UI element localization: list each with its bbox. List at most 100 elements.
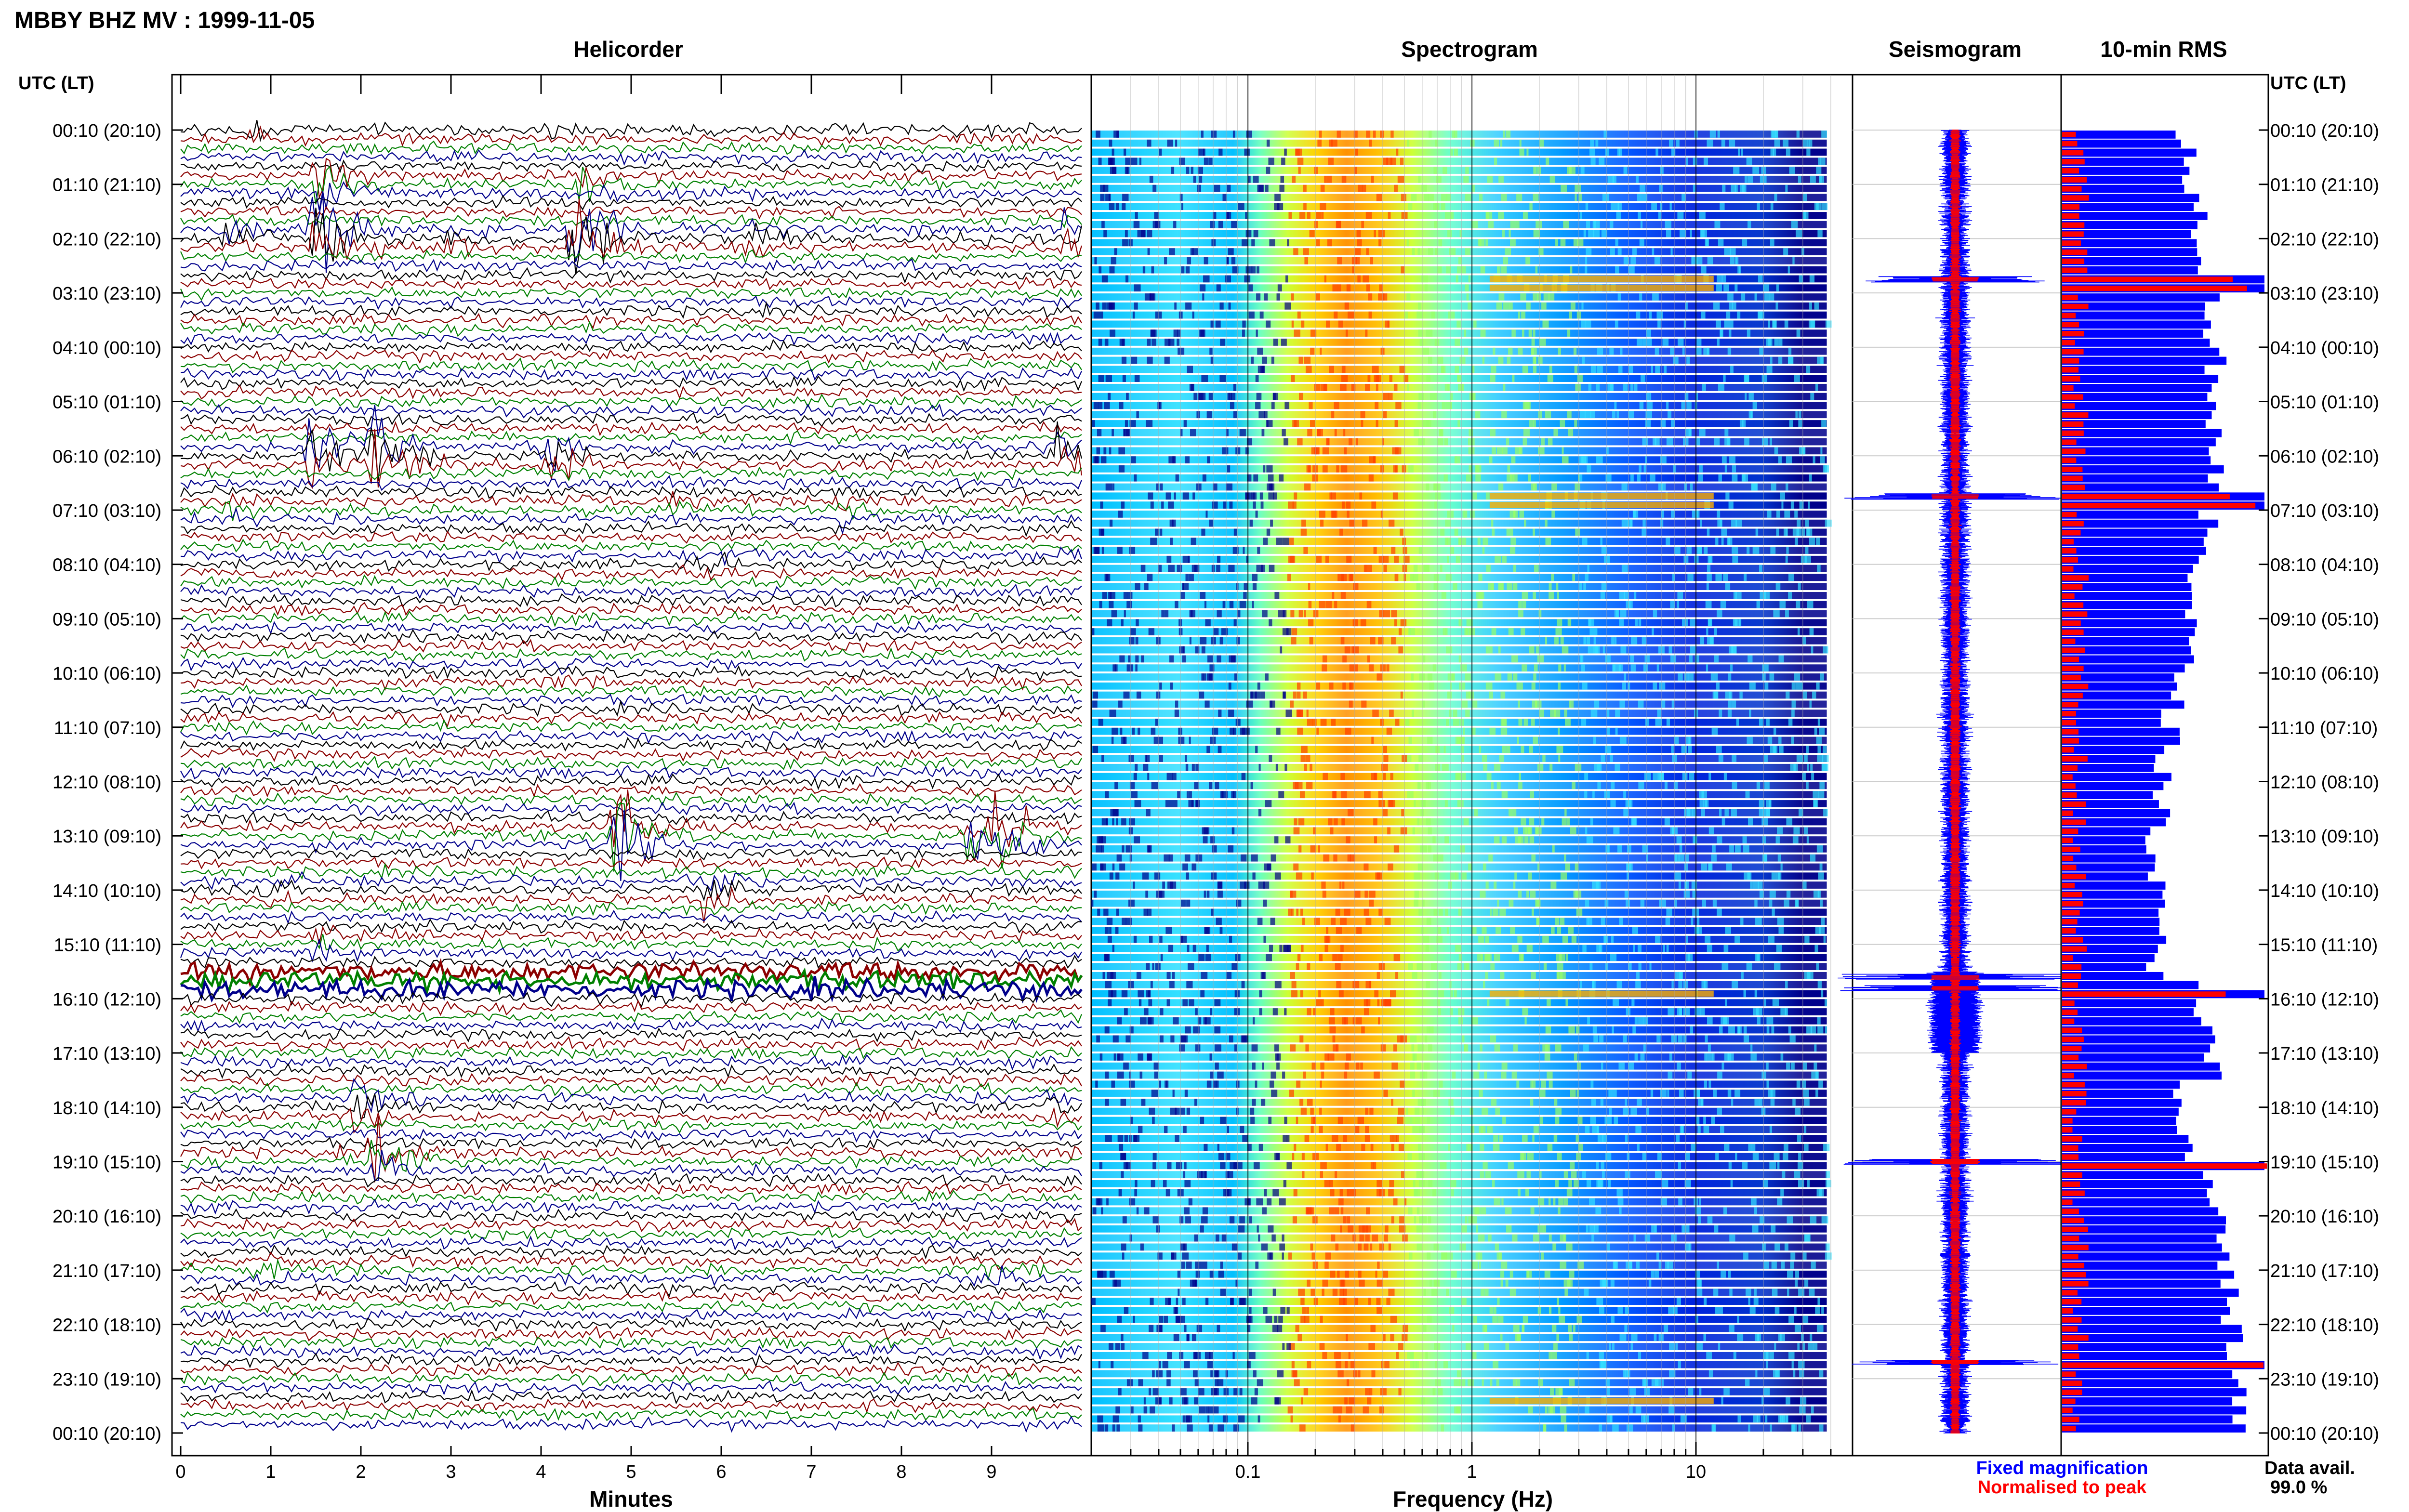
spectrogram-speckle [1700,230,1705,237]
spectrogram-speckle [1810,175,1816,183]
rms-normalised-bar [2062,729,2078,735]
spectrogram-speckle [1333,791,1337,799]
spectrogram-speckle [1206,673,1212,681]
spectrogram-speckle [1621,519,1628,527]
spectrogram-speckle [1668,1071,1673,1079]
spectrogram-speckle [1206,746,1210,753]
spectrogram-speckle [1661,1379,1664,1387]
spectrogram-speckle [1468,302,1473,310]
spectrogram-speckle [1361,420,1363,427]
spectrogram-speckle [1412,1053,1417,1061]
time-label-left: 00:10 (20:10) [53,121,161,141]
spectrogram-speckle [1566,1243,1573,1251]
spectrogram-title: Spectrogram [1401,37,1538,62]
spectrogram-speckle [1545,1026,1551,1034]
spectrogram-speckle [1193,1352,1197,1359]
spectrogram-speckle [1547,1071,1553,1079]
spectrogram-speckle [1521,1171,1524,1179]
spectrogram-speckle [1586,836,1593,843]
spectrogram-speckle [1465,628,1471,635]
rms-normalised-bar [2062,403,2075,409]
spectrogram-speckle [1511,655,1518,663]
spectrogram-speckle [1184,1325,1187,1332]
spectrogram-speckle [1135,637,1138,644]
spectrogram-speckle [1570,266,1573,274]
spectrogram-speckle [1619,1207,1622,1215]
spectrogram-row [1092,746,1827,753]
spectrogram-speckle [1380,510,1383,518]
spectrogram-speckle [1552,1243,1557,1251]
spectrogram-speckle [1382,1270,1389,1278]
spectrogram-speckle [1101,1270,1107,1278]
spectrogram-speckle [1794,1325,1801,1332]
spectrogram-speckle [1717,1107,1722,1115]
spectrogram-speckle [1786,456,1792,464]
spectrogram-speckle [1633,1234,1636,1242]
spectrogram-speckle [1606,710,1610,717]
rms-fixed-bar [2062,1415,2233,1424]
spectrogram-speckle [1743,1252,1746,1260]
helicorder-trace [180,665,1082,682]
spectrogram-speckle [1477,601,1483,608]
spectrogram-speckle [1189,791,1192,799]
spectrogram-speckle [1341,1279,1344,1287]
spectrogram-speckle [1634,1017,1638,1025]
spectrogram-speckle [1533,528,1535,536]
spectrogram-speckle [1432,1388,1436,1395]
spectrogram-speckle [1510,927,1515,934]
spectrogram-speckle [1787,1216,1793,1223]
spectrogram-speckle [1495,555,1501,563]
spectrogram-speckle [1299,212,1306,219]
spectrogram-speckle [1416,963,1423,970]
rms-fixed-bar [2062,1397,2233,1406]
spectrogram-speckle [1512,1234,1518,1242]
spectrogram-speckle [1581,719,1587,726]
spectrogram-speckle [1213,483,1218,491]
spectrogram-row [1092,366,1827,373]
spectrogram-speckle [1164,1126,1168,1133]
spectrogram-speckle [1576,908,1583,916]
spectrogram-speckle [1655,1270,1659,1278]
spectrogram-speckle [1388,1189,1394,1196]
spectrogram-speckle [1228,302,1231,310]
spectrogram-speckle [1204,1144,1208,1151]
spectrogram-speckle [1778,339,1783,346]
rms-fixed-bar [2062,438,2216,447]
spectrogram-speckle [1449,393,1453,400]
spectrogram-speckle [1248,284,1253,292]
spectrogram-speckle [1264,863,1271,871]
rms-fixed-bar [2062,1017,2201,1026]
spectrogram-speckle [1632,1026,1636,1034]
spectrogram-speckle [1779,601,1786,608]
spectrogram-speckle [1258,1144,1263,1151]
spectrogram-speckle [1282,538,1289,545]
helicorder-trace [180,593,1082,608]
spectrogram-speckle [1701,981,1706,988]
spectrogram-speckle [1243,547,1245,554]
spectrogram-speckle [1114,664,1118,672]
rms-fixed-bar [2062,139,2181,148]
spectrogram-speckle [1512,583,1518,591]
spectrogram-speckle [1482,547,1485,554]
spectrogram-speckle [1126,1379,1133,1387]
spectrogram-speckle [1246,1361,1251,1368]
spectrogram-speckle [1535,899,1541,907]
spectrogram-speckle [1264,293,1268,301]
spectrogram-speckle [1526,148,1529,156]
spectrogram-speckle [1449,872,1456,880]
spectrogram-speckle [1169,519,1174,527]
spectrogram-speckle [1513,1044,1518,1052]
spectrogram-speckle [1788,719,1793,726]
spectrogram-speckle [1692,890,1696,898]
spectrogram-speckle [1701,809,1705,816]
helicorder-trace [180,719,1082,736]
spectrogram-speckle [1379,1243,1384,1251]
spectrogram-speckle [1466,619,1473,627]
helicorder-trace [180,755,1082,771]
spectrogram-speckle [1772,999,1779,1007]
spectrogram-speckle [1795,538,1798,545]
spectrogram-speckle [1672,574,1675,581]
spectrogram-speckle [1729,1325,1734,1332]
spectrogram-speckle [1320,383,1327,391]
rms-normalised-bar [2062,855,2074,861]
